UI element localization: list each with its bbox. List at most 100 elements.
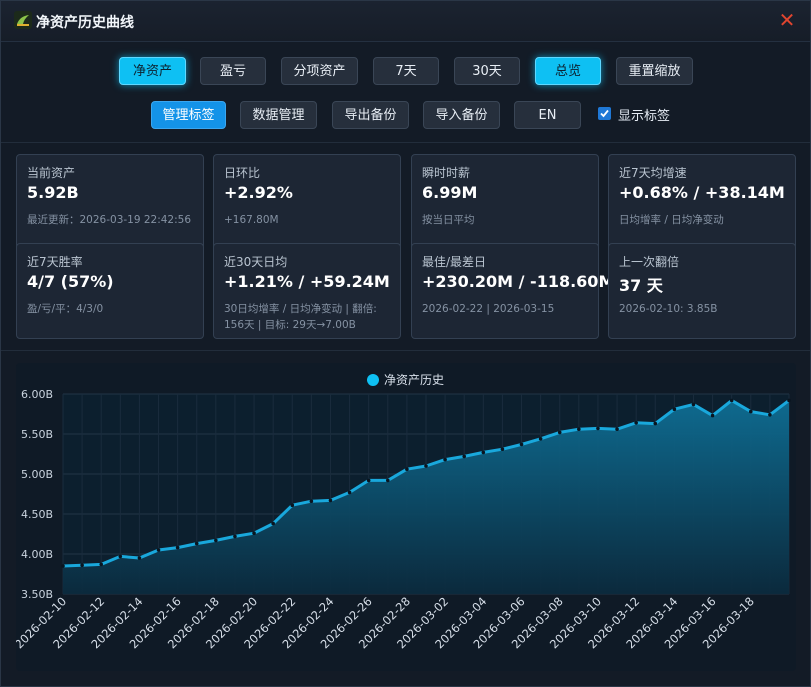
data-point[interactable]: [252, 531, 256, 535]
stat-card: 近7天均增速 +0.68% / +38.14M 日均增率 / 日均净变动: [608, 154, 796, 250]
stat-detail: 按当日平均: [422, 214, 475, 226]
stat-label: 瞬时时薪: [422, 166, 471, 180]
close-icon[interactable]: ✕: [778, 8, 796, 32]
y-tick-label: 5.00B: [21, 468, 53, 481]
data-point[interactable]: [500, 447, 505, 451]
data-point[interactable]: [596, 426, 600, 431]
data-point[interactable]: [80, 563, 84, 567]
stat-card: 当前资产 5.92B 最近更新：2026-03-19 22:42:56: [16, 154, 204, 250]
stat-value: 4/7 (57%): [27, 272, 114, 291]
stat-value: +0.68% / +38.14M: [619, 183, 785, 202]
chart-panel[interactable]: 3.50B 4.00B 4.50B 5.00B 5.50B 6.00B 2026-02-10…: [12, 363, 796, 671]
window-title: 净资产历史曲线: [36, 15, 134, 31]
data-point[interactable]: [118, 554, 123, 559]
data-point[interactable]: [156, 548, 161, 552]
show-labels-label: 显示标签: [618, 109, 671, 124]
data-point[interactable]: [99, 562, 104, 567]
data-point[interactable]: [271, 521, 275, 526]
data-point[interactable]: [615, 427, 619, 431]
y-tick-label: 6.00B: [21, 388, 53, 401]
data-point[interactable]: [61, 564, 65, 568]
manage-button-4[interactable]: EN: [514, 101, 581, 129]
series-area: [63, 400, 789, 594]
stat-card: 瞬时时薪 6.99M 按当日平均: [411, 154, 599, 250]
manage-button-0[interactable]: 管理标签: [151, 101, 226, 129]
stat-label: 当前资产: [27, 166, 76, 180]
data-point[interactable]: [653, 421, 658, 426]
data-point[interactable]: [347, 490, 352, 495]
stat-detail: 盈/亏/平：4/3/0: [27, 303, 104, 315]
stat-value: +2.92%: [224, 183, 293, 202]
title-bar: 净资产历史曲线 ✕: [1, 1, 810, 42]
data-point[interactable]: [385, 478, 390, 483]
stat-card: 日环比 +2.92% +167.80M: [213, 154, 401, 250]
data-point[interactable]: [519, 442, 524, 447]
stat-value: +1.21% / +59.24M: [224, 272, 390, 291]
manage-button-2[interactable]: 导出备份: [332, 101, 409, 129]
toolbar-button-0[interactable]: 净资产: [119, 57, 186, 85]
data-point[interactable]: [290, 503, 295, 507]
data-point[interactable]: [233, 534, 237, 539]
y-tick-label: 3.50B: [21, 588, 53, 601]
data-point[interactable]: [405, 467, 409, 471]
data-point[interactable]: [137, 556, 142, 560]
toolbar-button-4[interactable]: 30天: [454, 57, 520, 85]
data-point[interactable]: [538, 437, 543, 441]
net-worth-chart[interactable]: 3.50B4.00B4.50B5.00B5.50B6.00B2026-02-10…: [12, 363, 796, 671]
data-point[interactable]: [768, 413, 772, 417]
data-point[interactable]: [710, 413, 715, 418]
stat-detail: +167.80M: [224, 214, 279, 226]
data-point[interactable]: [328, 498, 333, 503]
toolbar-button-6[interactable]: 重置缩放: [616, 57, 693, 85]
data-point[interactable]: [557, 430, 562, 435]
data-point[interactable]: [481, 450, 486, 455]
legend-marker[interactable]: [367, 374, 379, 386]
stat-detail: 日均增率 / 日均净变动: [619, 214, 724, 226]
stat-value: +230.20M / -118.60M: [422, 272, 615, 291]
stat-label: 上一次翻倍: [619, 255, 680, 269]
stat-detail: 最近更新：2026-03-19 22:42:56: [27, 214, 192, 226]
data-point[interactable]: [366, 478, 371, 483]
data-point[interactable]: [691, 402, 696, 407]
data-point[interactable]: [787, 398, 791, 403]
data-point[interactable]: [424, 464, 428, 468]
y-tick-label: 4.50B: [21, 508, 53, 521]
stat-detail: 2026-02-10: 3.85B: [619, 303, 718, 315]
data-point[interactable]: [443, 457, 447, 462]
y-tick-label: 4.00B: [21, 548, 53, 561]
data-point[interactable]: [672, 407, 677, 411]
legend-label[interactable]: 净资产历史: [384, 373, 444, 387]
manage-button-3[interactable]: 导入备份: [423, 101, 500, 129]
stat-card: 近7天胜率 4/7 (57%) 盈/亏/平：4/3/0: [16, 243, 204, 339]
divider: [1, 142, 810, 143]
stat-value: 37 天: [619, 276, 663, 295]
data-point[interactable]: [194, 541, 199, 546]
data-point[interactable]: [577, 427, 581, 431]
data-point[interactable]: [462, 454, 467, 459]
stat-label: 近30天日均: [224, 255, 288, 269]
show-labels-checkbox[interactable]: [598, 107, 611, 120]
checkmark-icon: [600, 109, 609, 118]
app-logo-icon: [14, 11, 32, 29]
data-point[interactable]: [214, 538, 218, 543]
stat-detail: 30日均增率 / 日均净变动 | 翻倍: 156天 | 目标: 29天→7.00…: [224, 303, 377, 331]
data-point[interactable]: [748, 409, 753, 414]
data-point[interactable]: [309, 499, 314, 503]
data-point[interactable]: [729, 398, 734, 403]
stat-card: 近30天日均 +1.21% / +59.24M 30日均增率 / 日均净变动 | 翻…: [213, 243, 401, 339]
stat-label: 近7天均增速: [619, 166, 687, 180]
stat-label: 最佳/最差日: [422, 255, 487, 269]
stat-detail: 2026-02-22 | 2026-03-15: [422, 303, 555, 315]
toolbar-button-1[interactable]: 盈亏: [200, 57, 266, 85]
stat-label: 近7天胜率: [27, 255, 83, 269]
divider: [1, 350, 810, 351]
toolbar-button-2[interactable]: 分项资产: [281, 57, 358, 85]
data-point[interactable]: [175, 545, 180, 550]
toolbar-button-5[interactable]: 总览: [535, 57, 601, 85]
stat-card: 最佳/最差日 +230.20M / -118.60M 2026-02-22 | 20…: [411, 243, 614, 339]
data-point[interactable]: [634, 421, 638, 425]
toolbar-button-3[interactable]: 7天: [373, 57, 439, 85]
manage-button-1[interactable]: 数据管理: [240, 101, 317, 129]
stat-value: 5.92B: [27, 183, 79, 202]
